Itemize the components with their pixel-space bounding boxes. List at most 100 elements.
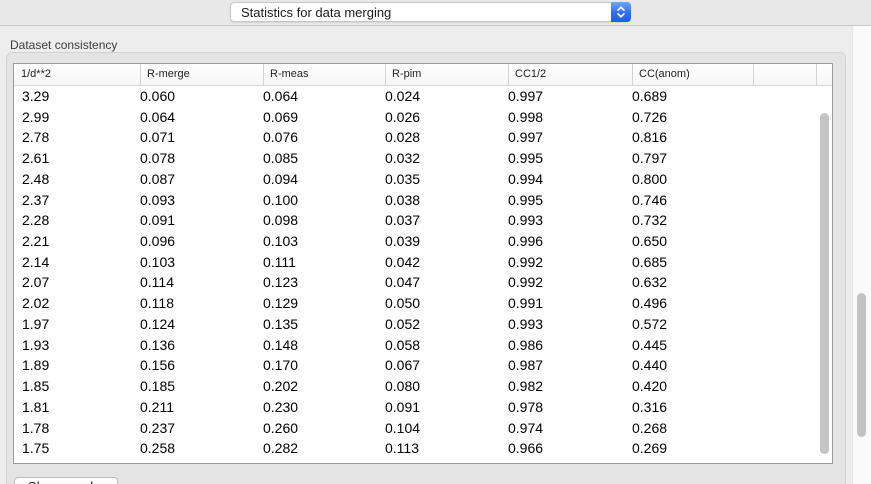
table-cell: 0.104 [385,419,421,436]
table-cell: 0.098 [263,212,299,229]
table-row[interactable]: 1.89 0.156 0.170 0.067 0.987 0.440 [14,355,832,376]
table-cell: 0.997 [508,88,544,104]
table-cell: 0.064 [263,88,299,104]
statistics-popup-value: Statistics for data merging [241,4,392,20]
table-row[interactable]: 2.21 0.096 0.103 0.039 0.996 0.650 [14,231,832,252]
table-cell: 0.496 [632,295,668,312]
table-cell: 0.992 [508,253,544,270]
table-row[interactable]: 1.78 0.237 0.260 0.104 0.974 0.268 [14,418,832,439]
table-row[interactable]: 2.99 0.064 0.069 0.026 0.998 0.726 [14,107,832,128]
table-cell: 0.103 [263,233,299,250]
table-cell: 0.028 [385,129,421,146]
table-row[interactable]: 1.93 0.136 0.148 0.058 0.986 0.445 [14,335,832,356]
table-row[interactable]: 1.75 0.258 0.282 0.113 0.966 0.269 [14,438,832,459]
table-row[interactable]: 2.14 0.103 0.111 0.042 0.992 0.685 [14,252,832,273]
table-row[interactable]: 2.48 0.087 0.094 0.035 0.994 0.800 [14,169,832,190]
table-cell: 0.992 [508,274,544,291]
table-cell: 1.81 [22,398,50,415]
table-cell: 0.995 [508,191,544,208]
table-cell: 0.071 [140,129,176,146]
table-cell: 0.085 [263,150,299,167]
table-cell: 0.996 [508,233,544,250]
table-row[interactable]: 1.85 0.185 0.202 0.080 0.982 0.420 [14,376,832,397]
group-label-dataset-consistency: Dataset consistency [10,38,118,52]
table-cell: 0.211 [140,398,174,415]
table-cell: 2.14 [22,253,50,270]
table-cell: 0.096 [140,233,176,250]
table-cell: 0.037 [385,212,421,229]
table-cell: 0.093 [140,191,176,208]
show-graphs-button[interactable]: Show graphs [14,477,118,484]
table-cell: 2.99 [22,108,50,125]
table-scrollbar-thumb[interactable] [820,113,829,454]
table-row[interactable]: 1.97 0.124 0.135 0.052 0.993 0.572 [14,314,832,335]
popup-stepper-icon [611,2,631,22]
column-header-1[interactable]: R-merge [140,64,263,85]
table-cell: 0.064 [140,108,176,125]
table-cell: 0.124 [140,315,176,332]
table-cell: 0.282 [263,440,299,457]
table-cell: 2.37 [22,191,50,208]
table-row[interactable]: 2.02 0.118 0.129 0.050 0.991 0.496 [14,293,832,314]
table-cell: 2.02 [22,295,50,312]
table-cell: 0.202 [263,378,299,395]
table-cell: 0.094 [263,170,299,187]
table-cell: 2.48 [22,170,50,187]
table-cell: 0.038 [385,191,421,208]
table-cell: 0.185 [140,378,176,395]
table-cell: 0.237 [140,419,176,436]
table-row[interactable]: 2.28 0.091 0.098 0.037 0.993 0.732 [14,210,832,231]
table-cell: 0.997 [508,129,544,146]
table-row[interactable]: 3.29 0.060 0.064 0.024 0.997 0.689 [14,86,832,107]
table-cell: 0.100 [263,191,299,208]
table-cell: 0.732 [632,212,668,229]
table-cell: 0.982 [508,378,544,395]
table-cell: 1.89 [22,357,50,374]
table-cell: 0.260 [263,419,299,436]
table-cell: 0.067 [385,357,421,374]
table-row[interactable]: 2.07 0.114 0.123 0.047 0.992 0.632 [14,272,832,293]
table-cell: 0.156 [140,357,176,374]
window-scrollbar-thumb[interactable] [857,293,866,437]
table-cell: 0.797 [632,150,668,167]
table-cell: 0.039 [385,233,421,250]
table-cell: 0.136 [140,336,176,353]
table-cell: 0.974 [508,419,544,436]
table-cell: 0.114 [140,274,174,291]
window-scrollbar-track[interactable] [852,26,871,484]
table-cell: 0.726 [632,108,668,125]
column-header-0[interactable]: 1/d**2 [21,68,51,80]
table-row[interactable]: 2.37 0.093 0.100 0.038 0.995 0.746 [14,190,832,211]
table-cell: 1.97 [22,315,50,332]
table-cell: 0.047 [385,274,421,291]
table-cell: 0.123 [263,274,299,291]
table-cell: 0.258 [140,440,176,457]
table-cell: 0.129 [263,295,299,312]
table-cell: 0.148 [263,336,299,353]
table-cell: 2.07 [22,274,50,291]
table-row[interactable]: 2.61 0.078 0.085 0.032 0.995 0.797 [14,148,832,169]
table-cell: 0.978 [508,398,544,415]
statistics-popup-button[interactable]: Statistics for data merging [230,2,631,22]
table-cell: 0.991 [508,295,544,312]
table-cell: 0.058 [385,336,421,353]
table-cell: 1.75 [22,440,50,457]
table-header: 1/d**2 R-merge R-meas R-pim CC1/2 CC(anom) [14,64,832,86]
table-row[interactable]: 2.78 0.071 0.076 0.028 0.997 0.816 [14,127,832,148]
column-header-2[interactable]: R-meas [263,64,385,85]
table-cell: 0.060 [140,88,176,104]
table-cell: 0.269 [632,440,668,457]
table-cell: 0.816 [632,129,668,146]
table-row[interactable]: 1.81 0.211 0.230 0.091 0.978 0.316 [14,397,832,418]
column-header-5[interactable]: CC(anom) [632,64,753,85]
table-cell: 0.650 [632,233,668,250]
table-cell: 0.689 [632,88,668,104]
column-header-4[interactable]: CC1/2 [508,64,632,85]
table-cell: 0.746 [632,191,668,208]
table-cell: 0.078 [140,150,176,167]
table-cell: 0.050 [385,295,421,312]
column-header-3[interactable]: R-pim [385,64,508,85]
table-cell: 0.080 [385,378,421,395]
table-cell: 0.966 [508,440,544,457]
table-cell: 0.113 [385,440,419,457]
